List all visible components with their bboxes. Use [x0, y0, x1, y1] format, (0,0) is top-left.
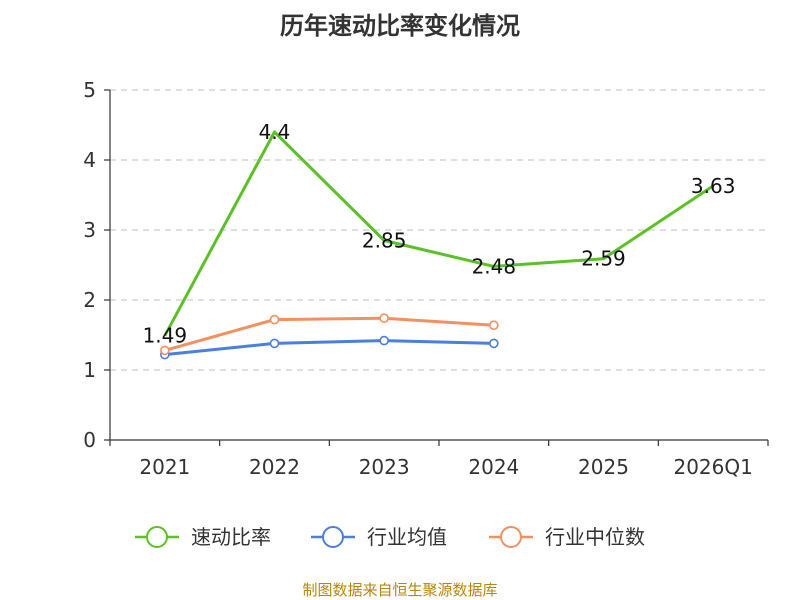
series-group — [160, 130, 714, 360]
y-tick-label: 0 — [83, 428, 96, 452]
data-point — [489, 338, 499, 349]
legend-marker-2 — [500, 526, 522, 548]
y-tick-label: 1 — [83, 358, 96, 382]
x-tick-label: 2025 — [578, 455, 629, 479]
y-tick-label: 3 — [83, 218, 96, 242]
series-line-2 — [164, 316, 494, 352]
data-label: 1.49 — [143, 324, 188, 348]
x-tick-label: 2024 — [468, 455, 519, 479]
legend[interactable]: 速动比率 行业均值 行业中位数 — [135, 525, 645, 549]
data-label: 3.63 — [691, 174, 736, 198]
x-tick-label: 2023 — [359, 455, 410, 479]
data-label: 2.85 — [362, 229, 407, 253]
data-label: 2.48 — [472, 254, 517, 278]
data-point — [379, 335, 389, 346]
data-label: 2.59 — [581, 247, 626, 271]
x-tick-label: 2026Q1 — [673, 455, 752, 479]
legend-marker-1 — [322, 526, 344, 548]
chart-title: 历年速动比率变化情况 — [280, 12, 520, 40]
data-label: 4.4 — [259, 120, 291, 144]
source-note: 制图数据来自恒生聚源数据库 — [302, 581, 497, 599]
x-tick-label: 2021 — [139, 455, 190, 479]
data-point — [269, 314, 280, 325]
data-point — [160, 345, 170, 356]
data-point — [489, 320, 499, 331]
legend-label: 行业均值 — [367, 525, 447, 549]
data-point — [379, 313, 389, 324]
legend-label: 行业中位数 — [545, 525, 645, 549]
y-tick-label: 4 — [83, 148, 96, 172]
series-line-1 — [164, 339, 494, 357]
y-tick-label: 5 — [83, 78, 96, 102]
axes: 0 1 2 3 4 5 2021 2022 2023 2024 2025 2026Q1 — [83, 78, 769, 479]
data-point — [269, 338, 280, 349]
series-line-0 — [163, 130, 714, 337]
data-labels: 1.49 4.4 2.85 2.48 2.59 3.63 — [143, 120, 736, 348]
legend-label: 速动比率 — [191, 525, 271, 549]
y-tick-label: 2 — [83, 288, 96, 312]
grid-lines — [110, 89, 768, 371]
legend-marker-0 — [146, 526, 168, 548]
x-tick-label: 2022 — [249, 455, 300, 479]
